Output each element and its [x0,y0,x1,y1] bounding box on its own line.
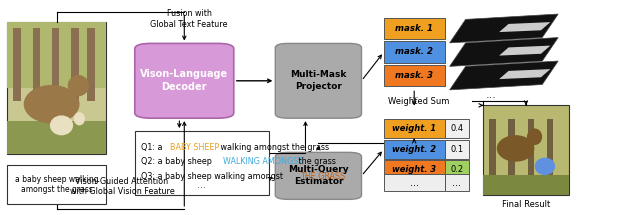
Text: weight. 1: weight. 1 [392,124,436,133]
Text: BABY SHEEP: BABY SHEEP [170,143,220,152]
Text: Multi-Mask
Projector: Multi-Mask Projector [290,70,347,91]
Ellipse shape [68,76,88,95]
Text: Vison-Guided Attention
with Global Vision Feature: Vison-Guided Attention with Global Visio… [70,177,175,196]
Polygon shape [499,69,550,79]
FancyBboxPatch shape [275,43,362,118]
Bar [13,28,21,101]
Bar [71,28,79,101]
Text: weight. 2: weight. 2 [392,145,436,154]
Bar [445,174,468,191]
Polygon shape [450,38,558,66]
Text: Weighted Sum: Weighted Sum [388,97,450,106]
FancyBboxPatch shape [135,43,234,118]
Bar [7,121,106,155]
Bar [384,119,445,138]
Bar [445,140,468,159]
Text: ...: ... [452,178,461,188]
Ellipse shape [24,86,79,123]
Polygon shape [450,14,558,43]
Text: mask. 2: mask. 2 [395,48,433,57]
Ellipse shape [497,136,534,161]
Ellipse shape [74,113,84,125]
Bar [7,22,106,155]
Text: mask. 3: mask. 3 [395,71,433,80]
Bar [52,28,60,101]
Bar [384,41,445,63]
Text: THE GRASS: THE GRASS [300,172,346,181]
Text: weight. 3: weight. 3 [392,165,436,174]
Bar [7,22,106,88]
Text: ...: ... [409,90,420,100]
Text: Fusion with
Global Text Feature: Fusion with Global Text Feature [150,9,228,29]
Bar [527,119,534,195]
Text: 0.1: 0.1 [450,145,463,154]
Text: ...: ... [197,180,206,190]
Bar [489,119,495,195]
Text: WALKING AMONGST: WALKING AMONGST [223,157,303,166]
Text: Q3: a baby sheep walking amongst: Q3: a baby sheep walking amongst [141,172,285,181]
Polygon shape [499,22,550,32]
Text: the grass: the grass [296,157,335,166]
Bar [7,165,106,204]
Text: ...: ... [410,178,419,188]
Bar [483,105,569,195]
Text: Vison-Language
Decoder: Vison-Language Decoder [140,69,228,92]
Bar [483,175,569,195]
Text: a baby sheep walking
amongst the grass: a baby sheep walking amongst the grass [15,175,99,194]
Text: Q2: a baby sheep: Q2: a baby sheep [141,157,214,166]
Ellipse shape [527,129,541,144]
Text: 0.4: 0.4 [450,124,463,133]
Bar [384,174,445,191]
Text: walking amongst the grass: walking amongst the grass [218,143,330,152]
Text: Q1: a: Q1: a [141,143,165,152]
Bar [87,28,95,101]
FancyBboxPatch shape [275,152,362,199]
Bar [508,119,515,195]
Polygon shape [450,61,558,90]
Bar [384,160,445,179]
Text: Multi-Query
Estimator: Multi-Query Estimator [288,166,349,186]
Text: ...: ... [485,90,496,100]
Bar [384,140,445,159]
Bar [384,65,445,86]
Bar [33,28,40,101]
Bar [547,119,553,195]
Text: Final Result: Final Result [502,200,550,209]
Bar [135,131,269,195]
Bar [384,18,445,39]
Text: mask. 1: mask. 1 [395,24,433,33]
Bar [445,119,468,138]
Text: 0.2: 0.2 [450,165,463,174]
Ellipse shape [536,158,554,174]
Polygon shape [499,46,550,56]
Ellipse shape [51,116,72,135]
Bar [445,160,468,179]
